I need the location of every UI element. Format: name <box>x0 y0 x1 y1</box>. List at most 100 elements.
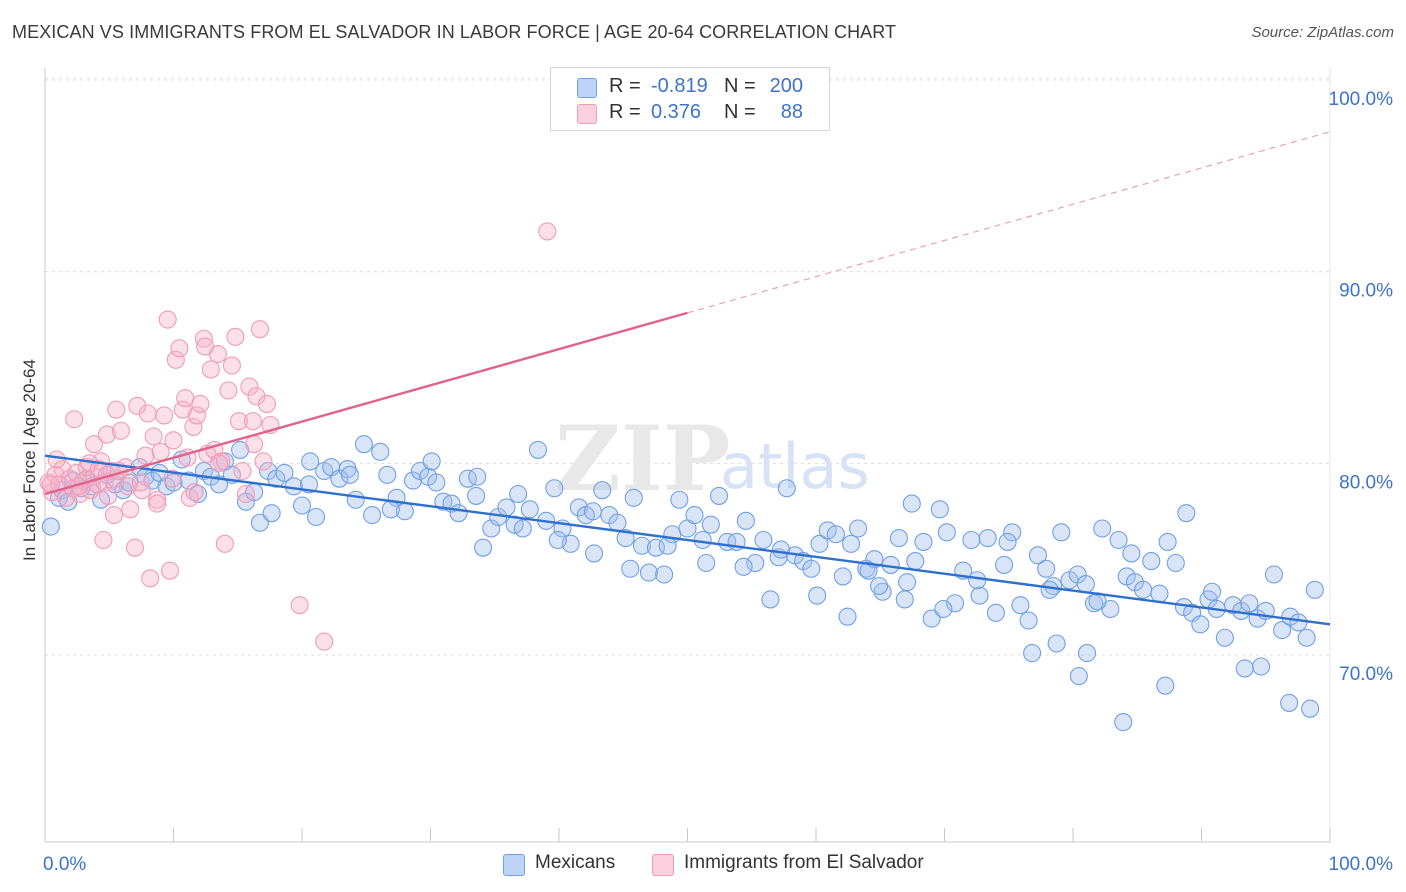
point-mexicans <box>545 479 564 498</box>
point-mexicans <box>1240 594 1259 613</box>
y-tick-label: 70.0% <box>1339 664 1393 685</box>
point-mexicans <box>1150 584 1169 603</box>
point-el-salvador <box>315 632 334 651</box>
point-mexicans <box>746 553 765 573</box>
legend-n-label: N = <box>724 75 756 97</box>
point-mexicans <box>1252 657 1271 676</box>
point-el-salvador <box>187 406 206 425</box>
point-mexicans <box>583 502 602 521</box>
legend-label: Immigrants from El Salvador <box>684 852 924 873</box>
point-el-salvador <box>46 465 65 484</box>
point-mexicans <box>371 442 390 461</box>
point-el-salvador <box>47 450 66 469</box>
legend-n-label: N = <box>724 101 756 123</box>
point-mexicans <box>906 552 925 571</box>
point-mexicans <box>284 477 303 496</box>
point-el-salvador <box>138 404 157 423</box>
point-mexicans <box>275 463 294 482</box>
legend-r-label: R = <box>609 101 641 123</box>
point-mexicans <box>902 494 921 513</box>
y-tick-label: 100.0% <box>1329 89 1394 110</box>
point-mexicans <box>934 599 953 619</box>
point-el-salvador <box>290 596 309 615</box>
legend-label: Mexicans <box>535 852 616 873</box>
source-label: Source: ZipAtlas.com <box>1251 24 1394 41</box>
point-mexicans <box>1023 644 1042 663</box>
point-mexicans <box>468 467 487 486</box>
point-mexicans <box>697 553 716 573</box>
point-mexicans <box>771 540 791 559</box>
point-mexicans <box>1011 596 1030 615</box>
point-mexicans <box>1040 580 1059 599</box>
point-mexicans <box>528 440 548 459</box>
point-mexicans <box>449 504 468 523</box>
legend-swatch-blue <box>577 78 597 98</box>
point-mexicans <box>1019 611 1038 630</box>
point-el-salvador <box>155 406 174 425</box>
point-mexicans <box>1122 544 1141 563</box>
point-mexicans <box>1109 530 1128 550</box>
point-el-salvador <box>136 446 155 465</box>
point-el-salvador <box>85 435 104 454</box>
trendline-el-salvador <box>44 311 688 496</box>
point-el-salvador <box>148 490 167 509</box>
point-mexicans <box>1289 613 1308 632</box>
point-el-salvador <box>158 310 177 329</box>
point-mexicans <box>427 473 446 492</box>
point-mexicans <box>968 571 987 590</box>
point-mexicans <box>569 498 588 517</box>
point-mexicans <box>1052 523 1071 542</box>
point-mexicans <box>1202 582 1222 601</box>
point-mexicans <box>639 563 659 582</box>
point-el-salvador <box>131 473 150 492</box>
point-el-salvador <box>65 410 84 429</box>
legend-swatch-pink <box>652 854 674 876</box>
point-mexicans <box>1305 580 1324 599</box>
point-mexicans <box>1037 559 1056 578</box>
point-el-salvador <box>215 534 234 553</box>
y-tick-label: 90.0% <box>1339 281 1393 302</box>
point-mexicans <box>1093 519 1112 538</box>
point-mexicans <box>363 506 382 525</box>
point-el-salvador <box>201 360 220 379</box>
point-el-salvador <box>107 400 126 419</box>
point-mexicans <box>381 500 400 519</box>
point-mexicans <box>482 519 501 538</box>
x-tick-label-min: 0.0% <box>43 854 86 875</box>
point-mexicans <box>945 594 965 613</box>
point-mexicans <box>826 525 845 544</box>
point-mexicans <box>859 561 878 580</box>
point-mexicans <box>378 465 397 484</box>
point-el-salvador <box>67 463 86 482</box>
point-el-salvador <box>128 396 147 415</box>
point-el-salvador <box>163 469 182 488</box>
point-mexicans <box>895 590 914 609</box>
point-mexicans <box>646 538 666 557</box>
point-mexicans <box>354 435 373 454</box>
point-mexicans <box>1264 565 1283 584</box>
legend-swatch-pink <box>577 104 597 124</box>
point-mexicans <box>709 486 729 505</box>
point-mexicans <box>658 536 677 555</box>
point-el-salvador <box>191 394 210 413</box>
point-el-salvador <box>166 350 185 369</box>
point-el-salvador <box>236 484 255 504</box>
point-el-salvador <box>53 460 72 479</box>
point-el-salvador <box>132 481 152 500</box>
point-el-salvador <box>104 506 123 525</box>
point-mexicans <box>1003 523 1022 542</box>
point-mexicans <box>1076 575 1095 594</box>
point-mexicans <box>301 452 320 471</box>
point-el-salvador <box>185 483 204 502</box>
legend-r-value: 0.376 <box>651 101 702 123</box>
point-mexicans <box>995 555 1014 574</box>
point-mexicans <box>584 544 604 563</box>
point-mexicans <box>346 490 365 509</box>
point-mexicans <box>1156 676 1175 695</box>
point-mexicans <box>497 498 516 517</box>
point-mexicans <box>467 486 486 505</box>
point-mexicans <box>1235 659 1254 678</box>
point-mexicans <box>608 513 627 532</box>
point-mexicans <box>736 511 755 530</box>
point-mexicans <box>1273 621 1292 640</box>
